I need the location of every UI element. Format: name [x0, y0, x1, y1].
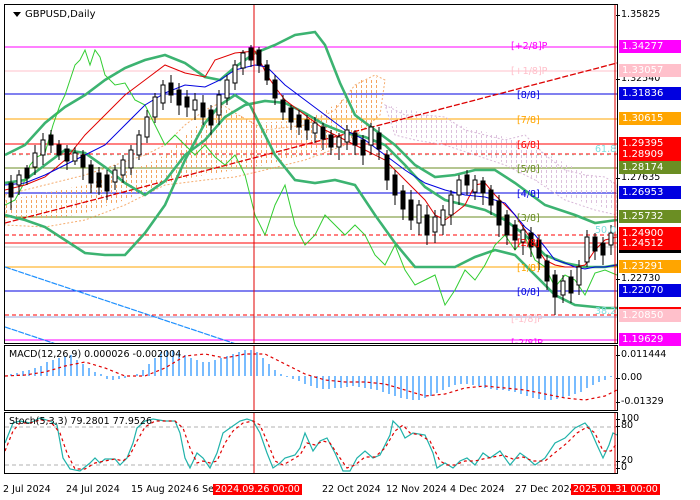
price-label: 1.25732: [619, 210, 681, 223]
time-label: 27 Dec 2024: [515, 484, 576, 495]
murrey-label-plus2: [+2/8]P: [511, 41, 548, 52]
murrey-label-1-8: [1/8]: [517, 263, 540, 274]
price-label-current: [619, 250, 681, 253]
lime-line: [5, 48, 617, 307]
stoch-pane[interactable]: Stoch(5,3,3) 79.2801 77.9526: [4, 412, 618, 474]
price-tick: 1.22730: [615, 273, 661, 284]
price-label: 1.34277: [619, 40, 681, 53]
price-label: 1.28909: [619, 148, 681, 161]
time-label: 12 Nov 2024: [386, 484, 447, 495]
candles: [8, 45, 614, 315]
stoch-tick: 0: [615, 462, 628, 473]
fibo-label-50: 50.0: [595, 225, 617, 236]
murrey-label-minus2: [-2/8]P: [511, 338, 543, 344]
macd-signal-line: [5, 353, 617, 401]
macd-title: MACD(12,26,9) 0.000026 -0.002004: [9, 349, 182, 360]
price-label: 1.19629: [619, 333, 681, 346]
price-tick: 1.35825: [615, 9, 661, 20]
macd-tick: -0.01329: [616, 396, 664, 407]
murrey-label-7-8: [7/8]: [517, 115, 540, 126]
price-label: 1.30615: [619, 112, 681, 125]
time-label: 22 Oct 2024: [322, 484, 381, 495]
time-marker-label-1: 2024.09.26 00:00: [213, 484, 302, 495]
stoch-axis: 100 80 20 0: [615, 412, 700, 474]
price-axis: 1.35825 1.32540 1.27635 1.22730 1.34277 …: [615, 0, 700, 346]
price-tick: 1.27635: [615, 172, 661, 183]
price-label: 1.20850: [619, 309, 681, 322]
fibo-label-61-8: 61.8: [595, 144, 617, 155]
price-label-fibo-line: [619, 307, 681, 309]
price-label: 1.24512: [619, 237, 681, 250]
murrey-label-3-8: [3/8]: [517, 213, 540, 224]
murrey-label-minus1: [-1/8]P: [511, 314, 543, 325]
price-label: 1.24900: [619, 227, 681, 240]
price-label: 1.26953: [619, 186, 681, 199]
macd-tick: 0.011444: [615, 349, 667, 360]
murrey-label-4-8: [4/8]: [517, 189, 540, 200]
price-label: 1.28174: [619, 161, 681, 174]
time-label: 24 Jul 2024: [66, 484, 120, 495]
murrey-label-8-8: [8/8]: [517, 90, 540, 101]
stoch-tick: 100: [615, 413, 640, 424]
trend-line-blue-1: [5, 266, 235, 343]
macd-svg: [5, 346, 617, 410]
macd-axis: 0.011444 0.00 -0.01329: [615, 345, 700, 411]
chart-title: GBPUSD,Daily: [13, 9, 96, 20]
macd-pane[interactable]: MACD(12,26,9) 0.000026 -0.002004: [4, 345, 618, 411]
murrey-label-5-8: [5/8]: [517, 164, 540, 175]
stoch-tick: 80: [615, 420, 634, 431]
price-chart-pane[interactable]: GBPUSD,Daily: [4, 4, 618, 344]
stoch-tick: 20: [615, 455, 634, 466]
price-label: 1.23291: [619, 260, 681, 273]
macd-histogram: [10, 350, 612, 400]
price-label: 1.29395: [619, 137, 681, 150]
price-label: 1.22070: [619, 284, 681, 297]
stoch-title: Stoch(5,3,3) 79.2801 77.9526: [9, 416, 153, 427]
dropdown-triangle-icon[interactable]: [13, 11, 21, 17]
murrey-label-6-8: [6/8]: [517, 140, 540, 151]
murrey-label-plus1: [+1/8]P: [511, 66, 548, 77]
price-chart-svg: [5, 5, 617, 343]
price-label: 1.31836: [619, 87, 681, 100]
fibo-label-38-2: 38.2: [595, 306, 617, 317]
time-label: 4 Dec 2024: [450, 484, 505, 495]
macd-tick: 0.00: [615, 372, 643, 383]
time-marker-label-2: 2025.01.31 00:00: [571, 484, 660, 495]
stoch-d-line: [5, 419, 617, 470]
time-label: 15 Aug 2024: [131, 484, 192, 495]
murrey-label-0-8: [0/8]: [517, 287, 540, 298]
price-label: 1.33057: [619, 64, 681, 77]
stoch-svg: [5, 413, 617, 473]
time-label: 2 Jul 2024: [3, 484, 51, 495]
price-tick: 1.32540: [615, 73, 661, 84]
murrey-label-2-8: [2/8]: [517, 238, 540, 249]
trend-line-blue-2: [5, 326, 55, 343]
